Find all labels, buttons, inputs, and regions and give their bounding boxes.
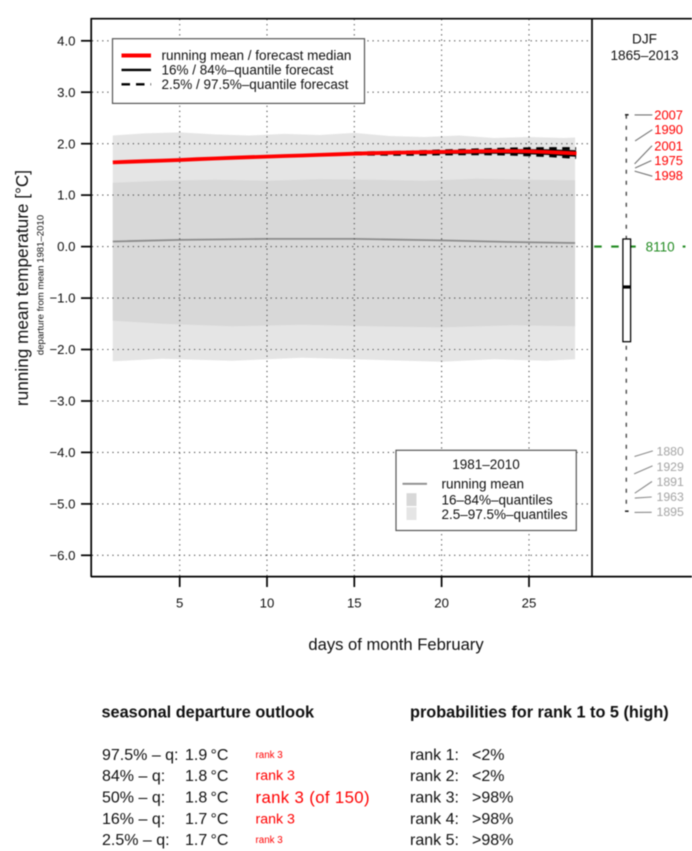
svg-text:departure from mean 1981–2010: departure from mean 1981–2010 — [36, 215, 47, 355]
svg-text:5: 5 — [176, 596, 183, 611]
svg-text:1981–2010: 1981–2010 — [452, 457, 520, 472]
svg-text:1975: 1975 — [654, 153, 683, 168]
svg-text:1998: 1998 — [654, 168, 683, 183]
svg-text:2001: 2001 — [654, 139, 683, 154]
svg-text:running mean: running mean — [442, 477, 525, 492]
svg-text:running mean / forecast median: running mean / forecast median — [162, 48, 352, 63]
svg-text:1895: 1895 — [657, 505, 685, 519]
svg-text:−3.0: −3.0 — [49, 394, 75, 409]
svg-text:>98%: >98% — [472, 811, 513, 828]
svg-text:running mean temperature [°C]: running mean temperature [°C] — [12, 170, 32, 406]
svg-text:16% – q:: 16% – q: — [102, 811, 165, 828]
svg-text:2007: 2007 — [654, 108, 683, 123]
svg-text:>98%: >98% — [472, 790, 513, 807]
svg-text:84% – q:: 84% – q: — [102, 768, 165, 785]
svg-text:<2%: <2% — [472, 747, 504, 764]
svg-text:DJF: DJF — [632, 32, 657, 47]
svg-text:50% – q:: 50% – q: — [102, 790, 165, 807]
svg-text:4.0: 4.0 — [57, 33, 75, 48]
svg-text:3.0: 3.0 — [57, 85, 75, 100]
svg-text:25: 25 — [522, 596, 537, 611]
svg-text:days of month February: days of month February — [308, 635, 484, 654]
svg-text:1.0: 1.0 — [57, 188, 75, 203]
svg-text:2.5–97.5%–quantiles: 2.5–97.5%–quantiles — [442, 507, 568, 522]
svg-text:rank 3: rank 3 — [256, 768, 296, 784]
svg-text:seasonal departure outlook: seasonal departure outlook — [102, 704, 316, 722]
svg-text:probabilities for rank 1 to 5: probabilities for rank 1 to 5 (high) — [410, 704, 669, 722]
svg-text:2.0: 2.0 — [57, 136, 75, 151]
svg-text:rank 3:: rank 3: — [410, 790, 459, 807]
svg-text:1880: 1880 — [657, 445, 685, 459]
svg-text:16–84%–quantiles: 16–84%–quantiles — [442, 492, 553, 507]
svg-text:8110: 8110 — [646, 239, 675, 254]
svg-text:−1.0: −1.0 — [49, 291, 75, 306]
svg-text:rank 2:: rank 2: — [410, 768, 459, 785]
svg-text:rank 4:: rank 4: — [410, 811, 459, 828]
svg-text:−6.0: −6.0 — [49, 548, 75, 563]
svg-text:1929: 1929 — [657, 460, 685, 474]
svg-text:rank 3 (of 150): rank 3 (of 150) — [256, 788, 370, 807]
svg-text:1.8 °C: 1.8 °C — [185, 790, 228, 807]
svg-text:0.0: 0.0 — [57, 239, 75, 254]
svg-text:1891: 1891 — [657, 475, 685, 489]
svg-text:1.7 °C: 1.7 °C — [185, 832, 228, 849]
svg-text:16% / 84%–quantile forecast: 16% / 84%–quantile forecast — [162, 63, 334, 78]
svg-text:rank 1:: rank 1: — [410, 747, 459, 764]
svg-text:rank 3: rank 3 — [256, 811, 296, 827]
svg-text:1865–2013: 1865–2013 — [610, 48, 678, 63]
svg-text:1.7 °C: 1.7 °C — [185, 811, 228, 828]
svg-text:10: 10 — [260, 596, 275, 611]
svg-text:15: 15 — [347, 596, 362, 611]
svg-text:−5.0: −5.0 — [49, 497, 75, 512]
svg-text:97.5% – q:: 97.5% – q: — [102, 747, 179, 764]
svg-text:1.8 °C: 1.8 °C — [185, 768, 228, 785]
svg-text:rank 5:: rank 5: — [410, 832, 459, 849]
svg-text:rank 3: rank 3 — [256, 835, 284, 846]
svg-text:−4.0: −4.0 — [49, 445, 75, 460]
svg-text:>98%: >98% — [472, 832, 513, 849]
svg-text:2.5% – q:: 2.5% – q: — [102, 832, 170, 849]
svg-text:<2%: <2% — [472, 768, 504, 785]
svg-text:−2.0: −2.0 — [49, 342, 75, 357]
svg-text:2.5% / 97.5%–quantile forecast: 2.5% / 97.5%–quantile forecast — [162, 77, 349, 92]
svg-text:rank 3: rank 3 — [256, 750, 284, 761]
svg-text:20: 20 — [434, 596, 449, 611]
svg-text:1963: 1963 — [657, 490, 685, 504]
svg-text:1.9 °C: 1.9 °C — [185, 747, 228, 764]
svg-text:1990: 1990 — [654, 122, 683, 137]
